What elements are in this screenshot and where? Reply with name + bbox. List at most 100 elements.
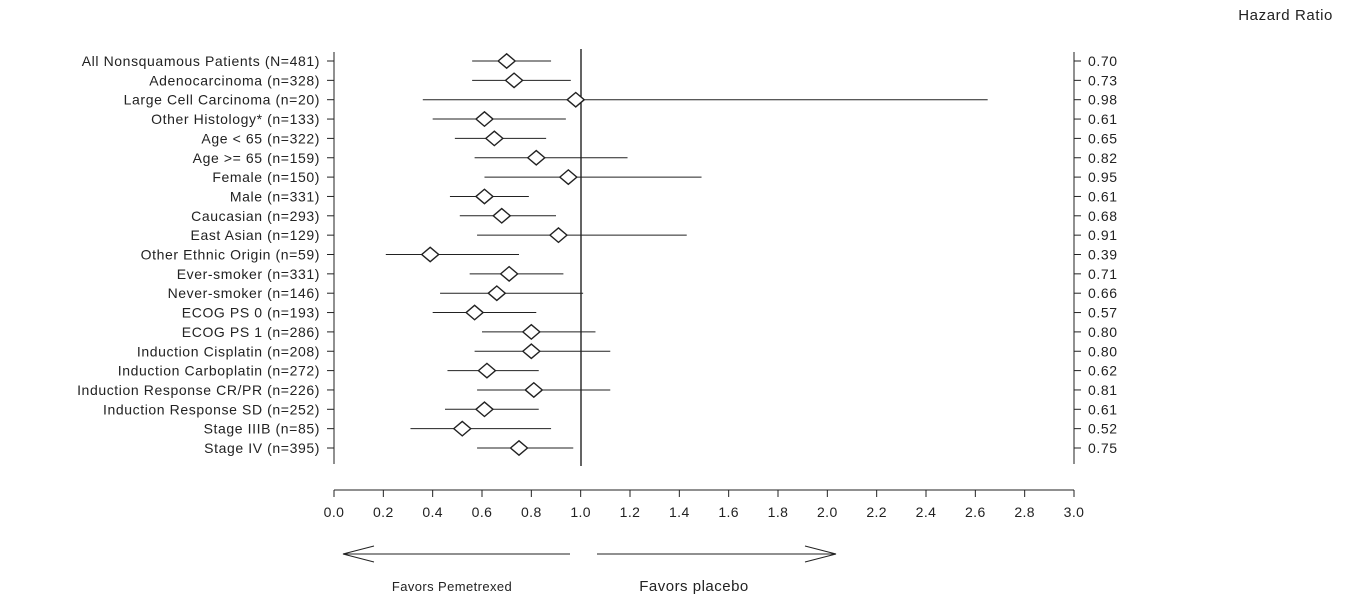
forest-row: Other Ethnic Origin (n=59) 0.39 <box>141 246 1118 263</box>
row-label: Induction Response SD (n=252) <box>103 401 320 417</box>
hazard-ratio-value: 0.73 <box>1088 72 1118 88</box>
hazard-ratio-value: 0.66 <box>1088 285 1118 301</box>
forest-row: Stage IIIB (n=85) 0.52 <box>204 420 1118 437</box>
forest-row: ECOG PS 1 (n=286) 0.80 <box>182 323 1118 341</box>
x-tick-label: 2.2 <box>866 504 887 520</box>
row-label: Induction Response CR/PR (n=226) <box>77 382 320 398</box>
forest-row: Female (n=150) 0.95 <box>212 168 1118 186</box>
hazard-ratio-value: 0.98 <box>1088 92 1118 108</box>
row-label: All Nonsquamous Patients (N=481) <box>82 53 320 69</box>
hazard-ratio-value: 0.61 <box>1088 188 1118 204</box>
hazard-ratio-point <box>474 188 495 205</box>
favors-placebo-arrow <box>597 545 837 563</box>
hazard-ratio-point <box>492 207 512 224</box>
hazard-ratio-point <box>474 110 495 128</box>
x-tick-label: 1.4 <box>669 504 690 520</box>
row-label: Age < 65 (n=322) <box>201 130 320 146</box>
x-tick-label: 2.8 <box>1014 504 1035 520</box>
row-label: Ever-smoker (n=331) <box>177 266 320 282</box>
x-tick-label: 1.8 <box>768 504 789 520</box>
hazard-ratio-value: 0.57 <box>1088 305 1118 321</box>
hazard-ratio-point <box>521 343 541 360</box>
hazard-ratio-value: 0.62 <box>1088 363 1118 379</box>
hazard-ratio-value: 0.61 <box>1088 401 1118 417</box>
forest-row: Other Histology* (n=133) 0.61 <box>151 110 1118 128</box>
row-label: ECOG PS 0 (n=193) <box>182 305 320 321</box>
hazard-ratio-value: 0.80 <box>1088 343 1118 359</box>
forest-row: Age < 65 (n=322) 0.65 <box>201 130 1118 147</box>
favors-placebo-label: Favors placebo <box>639 578 749 595</box>
forest-row: Induction Cisplatin (n=208) 0.80 <box>137 343 1118 360</box>
hazard-ratio-value: 0.61 <box>1088 111 1118 127</box>
x-tick-label: 1.2 <box>620 504 641 520</box>
row-label: Female (n=150) <box>212 169 320 185</box>
row-label: Stage IV (n=395) <box>204 440 320 456</box>
hazard-ratio-point <box>497 52 517 70</box>
x-tick-label: 3.0 <box>1064 504 1085 520</box>
x-tick-label: 0.0 <box>324 504 345 520</box>
hazard-ratio-point <box>499 265 519 282</box>
forest-row: Adenocarcinoma (n=328) 0.73 <box>149 72 1118 89</box>
row-label: Induction Carboplatin (n=272) <box>118 363 320 379</box>
hazard-ratio-value: 0.52 <box>1088 421 1118 437</box>
forest-row: Ever-smoker (n=331) 0.71 <box>177 265 1118 282</box>
hazard-ratio-point <box>477 362 497 379</box>
hazard-ratio-value: 0.71 <box>1088 266 1118 282</box>
favors-pemetrexed-arrow <box>342 545 570 563</box>
row-label: East Asian (n=129) <box>191 227 321 243</box>
x-tick-label: 0.4 <box>422 504 443 520</box>
forest-row: Male (n=331) 0.61 <box>230 188 1118 205</box>
hazard-ratio-point <box>487 285 507 302</box>
x-tick-label: 0.2 <box>373 504 394 520</box>
hazard-ratio-point <box>566 91 586 108</box>
row-label: Other Ethnic Origin (n=59) <box>141 247 320 263</box>
hazard-ratio-point <box>558 168 578 186</box>
hazard-ratio-point <box>465 304 485 321</box>
forest-row: Induction Carboplatin (n=272) 0.62 <box>118 362 1118 379</box>
row-label: Never-smoker (n=146) <box>168 285 320 301</box>
row-label: Adenocarcinoma (n=328) <box>149 72 320 88</box>
forest-row: East Asian (n=129) 0.91 <box>191 227 1117 244</box>
forest-row: Age >= 65 (n=159) 0.82 <box>193 149 1118 166</box>
hazard-ratio-point <box>452 420 472 437</box>
hazard-ratio-value: 0.82 <box>1088 150 1118 166</box>
hazard-ratio-point <box>509 439 529 457</box>
x-tick-label: 2.0 <box>817 504 838 520</box>
row-label: Stage IIIB (n=85) <box>204 421 320 437</box>
forest-row: Large Cell Carcinoma (n=20) 0.98 <box>124 91 1118 108</box>
row-label: Caucasian (n=293) <box>191 208 320 224</box>
forest-row: ECOG PS 0 (n=193) 0.57 <box>182 304 1118 321</box>
favors-pemetrexed-label: Favors Pemetrexed <box>392 579 512 594</box>
x-axis-ticks: 0.0 0.2 0.4 0.6 0.8 1.0 1.2 1.4 1.6 1.8 2.0 2.2 2.4 2… <box>324 490 1085 520</box>
row-label: Large Cell Carcinoma (n=20) <box>124 92 320 108</box>
x-tick-label: 1.6 <box>718 504 739 520</box>
row-label: ECOG PS 1 (n=286) <box>182 324 320 340</box>
row-label: Induction Cisplatin (n=208) <box>137 343 320 359</box>
hazard-ratio-header: Hazard Ratio <box>1238 7 1333 24</box>
hazard-ratio-value: 0.81 <box>1088 382 1118 398</box>
hazard-ratio-point <box>548 227 569 244</box>
x-tick-label: 0.8 <box>521 504 542 520</box>
forest-row: Induction Response CR/PR (n=226) 0.81 <box>77 381 1118 399</box>
hazard-ratio-value: 0.75 <box>1088 440 1118 456</box>
x-tick-label: 0.6 <box>472 504 493 520</box>
hazard-ratio-point <box>474 401 495 418</box>
hazard-ratio-value: 0.70 <box>1088 53 1118 69</box>
forest-row: Stage IV (n=395) 0.75 <box>204 439 1118 457</box>
hazard-ratio-value: 0.39 <box>1088 247 1118 263</box>
hazard-ratio-value: 0.68 <box>1088 208 1118 224</box>
forest-row: All Nonsquamous Patients (N=481) 0.70 <box>82 52 1118 70</box>
hazard-ratio-point <box>484 130 504 147</box>
forest-rows: All Nonsquamous Patients (N=481) 0.70 Aden… <box>77 52 1118 457</box>
x-tick-label: 2.6 <box>965 504 986 520</box>
forest-row: Induction Response SD (n=252) 0.61 <box>103 401 1118 418</box>
hazard-ratio-point <box>524 381 544 399</box>
hazard-ratio-value: 0.80 <box>1088 324 1118 340</box>
x-tick-label: 1.0 <box>570 504 591 520</box>
hazard-ratio-value: 0.65 <box>1088 130 1118 146</box>
hazard-ratio-value: 0.95 <box>1088 169 1118 185</box>
x-tick-label: 2.4 <box>916 504 937 520</box>
hazard-ratio-point <box>526 149 546 166</box>
forest-row: Caucasian (n=293) 0.68 <box>191 207 1118 224</box>
